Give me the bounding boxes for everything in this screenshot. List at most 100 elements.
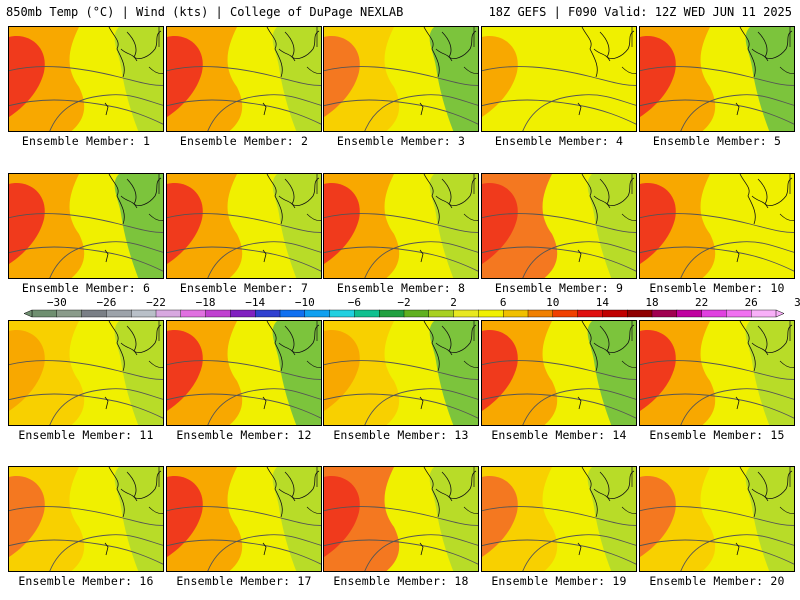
ensemble-member-panel-14[interactable] bbox=[481, 320, 637, 426]
height-contour bbox=[482, 246, 636, 272]
ensemble-member-label-13: Ensemble Member: 13 bbox=[333, 428, 469, 442]
hot-core bbox=[640, 476, 676, 557]
hot-core bbox=[167, 183, 203, 264]
height-contour bbox=[640, 539, 794, 565]
colorbar-swatch bbox=[379, 309, 405, 318]
coastline bbox=[621, 27, 636, 74]
hot-core bbox=[9, 36, 45, 117]
wind-barb bbox=[262, 542, 267, 556]
ensemble-member-panel-1[interactable] bbox=[8, 26, 164, 132]
ensemble-member-panel-18[interactable] bbox=[323, 466, 479, 572]
great-lakes-outline bbox=[423, 174, 477, 225]
height-contour bbox=[522, 241, 636, 278]
height-contour bbox=[482, 360, 636, 380]
height-contour bbox=[640, 99, 794, 125]
colorbar-tick-label: −18 bbox=[196, 296, 216, 309]
ensemble-member-label-12: Ensemble Member: 12 bbox=[176, 428, 312, 442]
height-contour bbox=[522, 94, 636, 131]
height-contour bbox=[364, 534, 478, 571]
ensemble-member-panel-5[interactable] bbox=[639, 26, 795, 132]
height-contour bbox=[207, 241, 321, 278]
colorbar-tick-label: −10 bbox=[295, 296, 315, 309]
map-field bbox=[9, 467, 163, 571]
wind-barb bbox=[735, 396, 740, 410]
height-contour bbox=[364, 241, 478, 278]
ensemble-member-label-8: Ensemble Member: 8 bbox=[336, 281, 466, 295]
ensemble-member-panel-6[interactable] bbox=[8, 173, 164, 279]
ensemble-member-panel-19[interactable] bbox=[481, 466, 637, 572]
wind-barb bbox=[577, 102, 582, 116]
ensemble-member-panel-9[interactable] bbox=[481, 173, 637, 279]
ensemble-member-panel-16[interactable] bbox=[8, 466, 164, 572]
colorbar-tick-label: 30 bbox=[794, 296, 800, 309]
ensemble-member-panel-4[interactable] bbox=[481, 26, 637, 132]
colorbar-swatch bbox=[230, 309, 256, 318]
ensemble-member-panel-10[interactable] bbox=[639, 173, 795, 279]
height-contour bbox=[9, 246, 163, 272]
hot-core bbox=[167, 476, 203, 557]
map-field bbox=[167, 467, 321, 571]
ensemble-member-label-11: Ensemble Member: 11 bbox=[18, 428, 154, 442]
wind-barb bbox=[419, 542, 424, 556]
hot-core bbox=[324, 36, 360, 117]
colorbar-swatch bbox=[205, 309, 231, 318]
height-contour bbox=[9, 99, 163, 125]
great-lakes-outline bbox=[266, 27, 320, 78]
colorbar-swatch bbox=[478, 309, 504, 318]
height-contour bbox=[9, 539, 163, 565]
great-lakes-outline bbox=[739, 321, 793, 372]
height-contour bbox=[364, 94, 478, 131]
height-contour bbox=[324, 360, 478, 380]
colorbar-swatch bbox=[577, 309, 603, 318]
wind-barb bbox=[419, 249, 424, 263]
colorbar-tick-label: 26 bbox=[745, 296, 758, 309]
ensemble-member-panel-20[interactable] bbox=[639, 466, 795, 572]
hot-core bbox=[9, 330, 45, 411]
ensemble-member-panel-15[interactable] bbox=[639, 320, 795, 426]
ensemble-member-panel-17[interactable] bbox=[166, 466, 322, 572]
map-field bbox=[167, 321, 321, 425]
coastline bbox=[306, 467, 321, 514]
ensemble-member-panel-2[interactable] bbox=[166, 26, 322, 132]
colorbar-swatch bbox=[180, 309, 207, 318]
great-lakes-outline bbox=[266, 467, 320, 518]
coastline bbox=[463, 467, 478, 514]
great-lakes-outline bbox=[423, 467, 477, 518]
map-field bbox=[640, 174, 794, 278]
height-contour bbox=[324, 66, 478, 86]
ensemble-member-label-10: Ensemble Member: 10 bbox=[649, 281, 785, 295]
map-field bbox=[640, 321, 794, 425]
height-contour bbox=[9, 213, 163, 233]
ensemble-member-panel-7[interactable] bbox=[166, 173, 322, 279]
ensemble-member-label-19: Ensemble Member: 19 bbox=[491, 574, 627, 588]
ensemble-member-panel-13[interactable] bbox=[323, 320, 479, 426]
map-field bbox=[482, 27, 636, 131]
wind-barb bbox=[419, 396, 424, 410]
ensemble-member-label-6: Ensemble Member: 6 bbox=[21, 281, 151, 295]
colorbar-tick-label: −2 bbox=[397, 296, 410, 309]
colorbar-swatch bbox=[329, 309, 355, 318]
height-contour bbox=[167, 506, 321, 526]
ensemble-member-panel-3[interactable] bbox=[323, 26, 479, 132]
height-contour bbox=[640, 360, 794, 380]
colorbar-tick-label: 10 bbox=[546, 296, 559, 309]
height-contour bbox=[680, 388, 794, 425]
great-lakes-outline bbox=[423, 321, 477, 372]
ensemble-member-label-15: Ensemble Member: 15 bbox=[649, 428, 785, 442]
colorbar-swatch bbox=[527, 309, 554, 318]
colorbar-swatch bbox=[602, 309, 628, 318]
height-contour bbox=[324, 539, 478, 565]
great-lakes-outline bbox=[581, 27, 635, 78]
ensemble-member-label-3: Ensemble Member: 3 bbox=[336, 134, 466, 148]
colorbar-swatch bbox=[428, 309, 455, 318]
ensemble-member-panel-8[interactable] bbox=[323, 173, 479, 279]
hot-core bbox=[324, 476, 360, 557]
great-lakes-outline bbox=[581, 467, 635, 518]
height-contour bbox=[9, 506, 163, 526]
ensemble-member-label-20: Ensemble Member: 20 bbox=[649, 574, 785, 588]
ensemble-member-panel-12[interactable] bbox=[166, 320, 322, 426]
coastline bbox=[621, 321, 636, 368]
ensemble-member-label-7: Ensemble Member: 7 bbox=[179, 281, 309, 295]
wind-barb bbox=[735, 102, 740, 116]
ensemble-member-panel-11[interactable] bbox=[8, 320, 164, 426]
